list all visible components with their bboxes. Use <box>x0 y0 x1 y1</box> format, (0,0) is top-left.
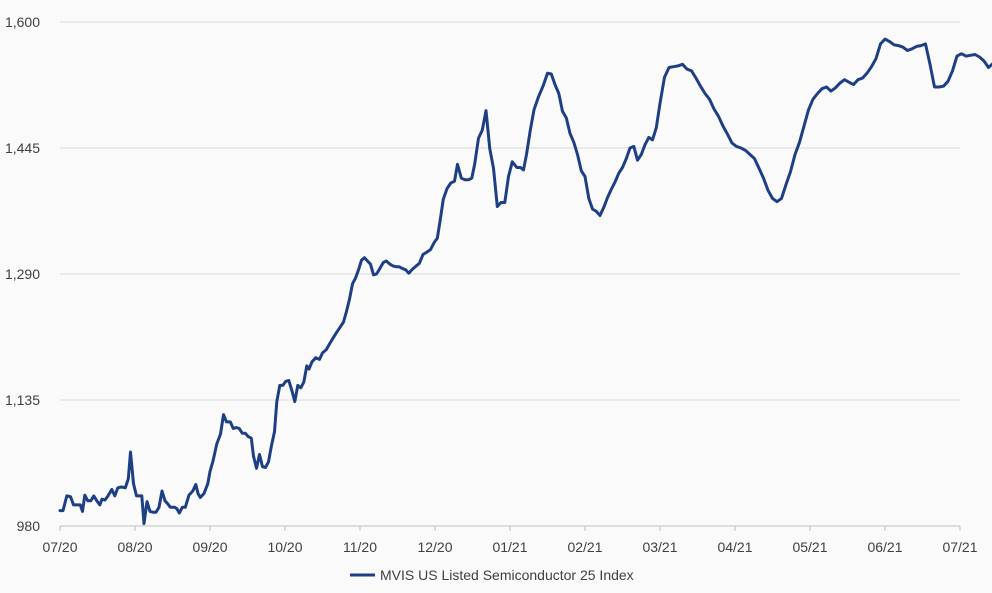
gridlines <box>60 21 960 401</box>
x-tick-label: 07/21 <box>942 539 977 555</box>
y-tick-label: 980 <box>17 518 41 534</box>
x-tick-label: 12/20 <box>417 539 452 555</box>
legend-label: MVIS US Listed Semiconductor 25 Index <box>380 567 634 583</box>
x-tick-label: 06/21 <box>867 539 902 555</box>
legend: MVIS US Listed Semiconductor 25 Index <box>350 567 634 583</box>
x-tick-label: 03/21 <box>642 539 677 555</box>
x-tick-label: 01/21 <box>492 539 527 555</box>
y-tick-label: 1,135 <box>5 392 40 408</box>
x-tick-label: 02/21 <box>567 539 602 555</box>
y-axis: 980 1,135 1,290 1,445 1,600 <box>5 14 40 534</box>
x-tick-label: 11/20 <box>343 539 377 555</box>
y-tick-label: 1,290 <box>5 266 40 282</box>
x-axis: 07/20 08/20 09/20 10/20 11/20 12/20 01/21 02/21… <box>42 525 978 555</box>
y-tick-label: 1,600 <box>5 14 40 30</box>
x-tick-label: 05/21 <box>792 539 827 555</box>
x-tick-label: 04/21 <box>717 539 752 555</box>
x-tick-label: 10/20 <box>267 539 302 555</box>
y-tick-label: 1,445 <box>5 140 40 156</box>
series-line <box>58 37 992 526</box>
x-tick-label: 08/20 <box>117 539 152 555</box>
x-tick-label: 07/20 <box>42 539 77 555</box>
x-tick-label: 09/20 <box>192 539 227 555</box>
